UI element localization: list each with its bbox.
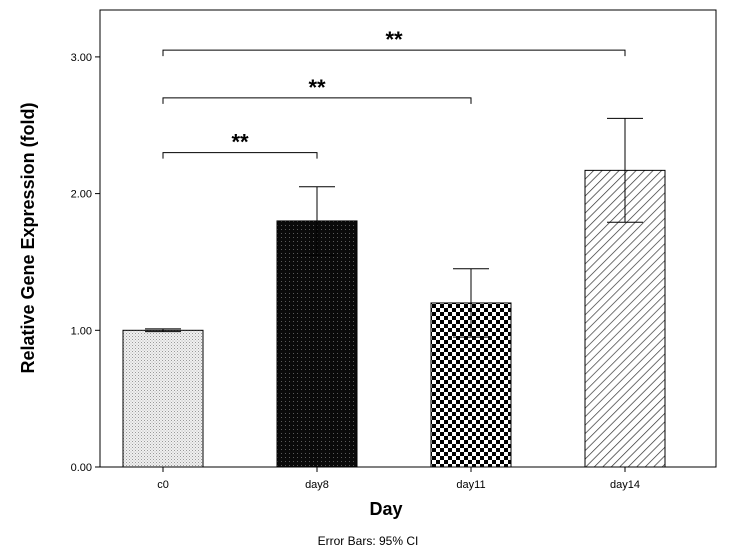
significance-label: ** xyxy=(385,27,403,52)
y-axis: 0.00 1.00 2.00 3.00 xyxy=(71,52,100,474)
significance-label: ** xyxy=(308,75,326,100)
error-bars-footnote: Error Bars: 95% CI xyxy=(318,534,419,548)
x-tick-label: day8 xyxy=(305,479,329,491)
significance-label: ** xyxy=(231,130,249,155)
y-tick-label: 3.00 xyxy=(71,52,92,64)
significance-bracket xyxy=(162,152,318,159)
significance-bracket xyxy=(162,97,472,104)
bar-c0 xyxy=(122,329,204,468)
x-tick-label: day11 xyxy=(456,479,485,491)
plot-frame xyxy=(99,9,717,468)
significance-brackets: ** ** ** xyxy=(162,27,626,159)
x-tick-label: c0 xyxy=(157,479,169,491)
y-axis-title: Relative Gene Expression (fold) xyxy=(18,102,38,373)
x-tick-label: day14 xyxy=(610,479,640,491)
y-tick-label: 2.00 xyxy=(71,189,92,201)
significance-bracket xyxy=(162,49,626,57)
x-axis: c0 day8 day11 day14 xyxy=(157,467,640,491)
bar-day8 xyxy=(276,220,358,468)
y-tick-label: 1.00 xyxy=(71,325,92,337)
bars xyxy=(122,169,666,468)
x-axis-title: Day xyxy=(369,499,402,519)
y-tick-label: 0.00 xyxy=(71,462,92,474)
error-bars xyxy=(145,117,643,338)
